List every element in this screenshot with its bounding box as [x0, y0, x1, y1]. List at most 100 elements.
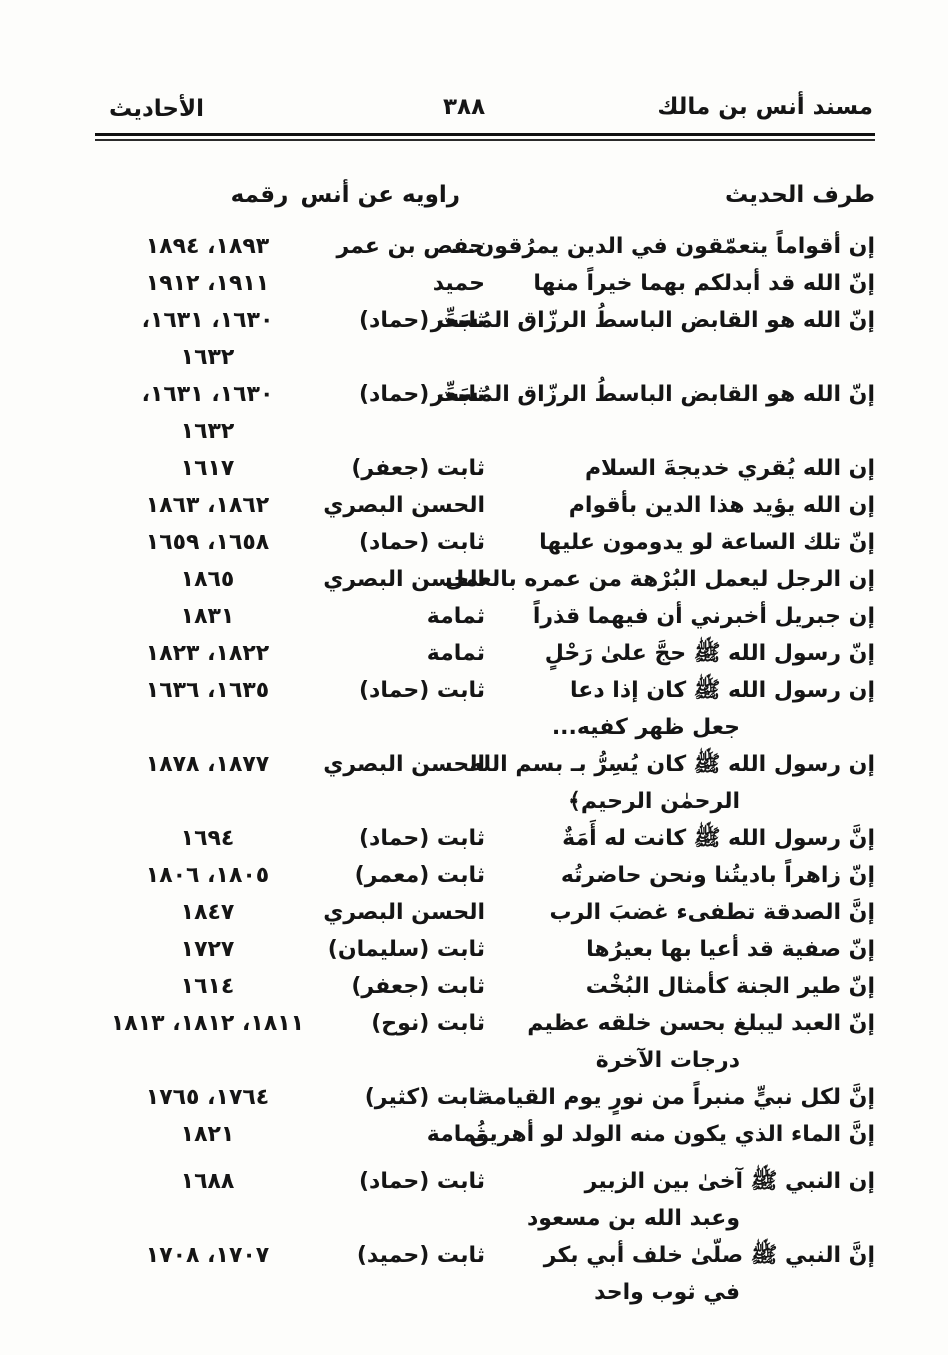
hadith-text: إنَّ النبي ﷺ صلّىٰ خلف أبي بكر في ثوب وا…	[543, 1243, 875, 1305]
hadith-numbers: ١٧٦٤، ١٧٦٥	[145, 1085, 270, 1110]
column-header-narrator-label: راويه عن أنس	[300, 182, 460, 208]
hadith-numbers: ١٨٩٣، ١٨٩٤	[145, 234, 270, 259]
hadith-text: إن الرجل ليعمل البُرْهة من عمره بالعمل	[445, 567, 875, 592]
hadith-text: إن رسول الله ﷺ كان إذا دعا جعل ظهر كفيه.…	[551, 678, 875, 740]
narrator-name: ثابت (سليمان)	[327, 937, 485, 962]
index-row: إن جبريل أخبرني أن فيهما قذراً ثمامة ١٨٣…	[95, 598, 875, 635]
index-row: إن الله يؤيد هذا الدين بأقوام الحسن البص…	[95, 487, 875, 524]
index-row: إنّ تلك الساعة لو يدومون عليها ثابت (حما…	[95, 524, 875, 561]
narrator-name: ثابت (جعفر)	[351, 456, 485, 481]
narrator-name: ثابت (حماد)	[359, 1169, 485, 1194]
book-title: مسند أنس بن مالك	[657, 94, 873, 120]
header-divider	[95, 133, 875, 141]
divider-line-bottom	[95, 139, 875, 141]
hadith-text: إنّ العبد ليبلغ بحسن خلقه عظيم درجات الآ…	[527, 1011, 875, 1073]
index-row: إنّ العبد ليبلغ بحسن خلقه عظيم درجات الآ…	[95, 1005, 875, 1079]
hadith-numbers: ١٦٨٨	[180, 1169, 235, 1194]
hadith-text: إنّ الله هو القابض الباسطُ الرزّاق المُس…	[430, 382, 875, 407]
hadith-text: إن النبي ﷺ آخىٰ بين الزبير وعبد الله بن …	[526, 1169, 875, 1231]
page-number: ٣٨٨	[443, 94, 486, 120]
index-row: إنَّ لكل نبيٍّ منبراً من نورٍ يوم القيام…	[95, 1079, 875, 1116]
hadith-text: إنَّ لكل نبيٍّ منبراً من نورٍ يوم القيام…	[479, 1085, 875, 1110]
hadith-numbers: ١٨٦٢، ١٨٦٣	[145, 493, 270, 518]
narrator-name: ثابت (حميد)	[356, 1243, 485, 1268]
narrator-name: ثابت (حماد)	[359, 530, 485, 555]
hadith-numbers: ١٦٣٥، ١٦٣٦	[145, 678, 270, 703]
hadith-numbers: ١٨٤٧	[180, 900, 235, 925]
hadith-text: إنَّ الصدقة تطفىء غضبَ الرب	[549, 900, 875, 925]
hadith-text: إنّ الله هو القابض الباسطُ الرزّاق المُس…	[430, 308, 875, 333]
hadith-text: إن أقواماً يتعمّقون في الدين يمرُقون...	[450, 234, 875, 259]
hadith-text: إنّ طير الجنة كأمثال البُخْت	[585, 974, 875, 999]
index-row: إنّ الله قد أبدلكم بهما خيراً منها حميد …	[95, 265, 875, 302]
hadith-index-table: إن أقواماً يتعمّقون في الدين يمرُقون... …	[95, 228, 875, 1311]
hadith-numbers: ١٨١١، ١٨١٢، ١٨١٣	[110, 1011, 305, 1036]
table-column-headers: طرف الحديث راويه عن أنس رقمه	[95, 178, 875, 212]
hadith-text: إن الله يؤيد هذا الدين بأقوام	[568, 493, 875, 518]
hadith-numbers: ١٧٢٧	[180, 937, 235, 962]
narrator-name: ثابت (حماد)	[359, 826, 485, 851]
divider-line-top	[95, 133, 875, 136]
hadith-text: إنّ رسول الله ﷺ حجَّ علىٰ رَحْلٍ	[544, 641, 875, 666]
index-row: إنّ زاهراً باديتُنا ونحن حاضرتُه ثابت (م…	[95, 857, 875, 894]
index-row: إنَّ الصدقة تطفىء غضبَ الرب الحسن البصري…	[95, 894, 875, 931]
hadith-numbers: ١٨٢٢، ١٨٢٣	[145, 641, 270, 666]
narrator-name: حفص بن عمر	[336, 234, 485, 259]
hadith-text: إن الله يُقري خديجةَ السلام	[584, 456, 875, 481]
narrator-name: حميد	[432, 271, 485, 296]
narrator-name: ثابت (نوح)	[371, 1011, 485, 1036]
section-title: الأحاديث	[109, 96, 205, 122]
narrator-name: ثابت (معمر)	[354, 863, 485, 888]
narrator-name: ثمامة	[426, 641, 485, 666]
index-row: إنّ صفية قد أعيا بها بعيرُها ثابت (سليما…	[95, 931, 875, 968]
narrator-name: ثابت (كثير)	[364, 1085, 485, 1110]
index-row: إنَّ النبي ﷺ صلّىٰ خلف أبي بكر في ثوب وا…	[95, 1237, 875, 1311]
column-header-hadith: طرف الحديث	[724, 182, 875, 208]
hadith-numbers: ١٦٣٠، ١٦٣١، ١٦٣٢	[141, 308, 274, 370]
hadith-text: إنَّ رسول الله ﷺ كانت له أَمَةٌ	[562, 826, 875, 851]
hadith-numbers: ١٨٦٥	[180, 567, 235, 592]
narrator-name: ثُمامة	[426, 1122, 485, 1147]
hadith-text: إنَّ الماء الذي يكون منه الولد لو أهريق	[469, 1122, 875, 1147]
index-row: إن رسول الله ﷺ كان يُسِرُّ بـ بسم الله ا…	[95, 746, 875, 820]
index-row: إن أقواماً يتعمّقون في الدين يمرُقون... …	[95, 228, 875, 265]
page-content: مسند أنس بن مالك ٣٨٨ الأحاديث طرف الحديث…	[95, 90, 875, 1311]
column-header-number: رقمه	[230, 182, 289, 208]
index-row: إنّ رسول الله ﷺ حجَّ علىٰ رَحْلٍ ثمامة ١…	[95, 635, 875, 672]
hadith-text: إنّ الله قد أبدلكم بهما خيراً منها	[533, 271, 875, 296]
index-row: إن الله يُقري خديجةَ السلام ثابت (جعفر) …	[95, 450, 875, 487]
hadith-text: إن رسول الله ﷺ كان يُسِرُّ بـ بسم الله ا…	[469, 752, 875, 814]
hadith-numbers: ١٨٢١	[180, 1122, 235, 1147]
narrator-name: ثابت (جعفر)	[351, 974, 485, 999]
narrator-name: ثابت (حماد)	[359, 382, 485, 407]
hadith-text: إنّ تلك الساعة لو يدومون عليها	[539, 530, 875, 555]
hadith-numbers: ١٦١٤	[180, 974, 235, 999]
hadith-numbers: ١٦١٧	[180, 456, 235, 481]
narrator-name: ثابت (حماد)	[359, 308, 485, 333]
narrator-name: الحسن البصري	[323, 493, 485, 518]
narrator-name: الحسن البصري	[323, 900, 485, 925]
index-row: إنّ الله هو القابض الباسطُ الرزّاق المُس…	[95, 302, 875, 376]
narrator-name: ثابت (حماد)	[359, 678, 485, 703]
hadith-numbers: ١٦٩٤	[180, 826, 235, 851]
hadith-text: إن جبريل أخبرني أن فيهما قذراً	[532, 604, 875, 629]
index-row: إنّ طير الجنة كأمثال البُخْت ثابت (جعفر)…	[95, 968, 875, 1005]
index-row: إنّ الله هو القابض الباسطُ الرزّاق المُس…	[95, 376, 875, 450]
hadith-numbers: ١٨٣١	[180, 604, 235, 629]
narrator-name: الحسن البصري	[323, 752, 485, 777]
hadith-numbers: ١٦٣٠، ١٦٣١، ١٦٣٢	[141, 382, 274, 444]
hadith-text: إنّ صفية قد أعيا بها بعيرُها	[586, 937, 875, 962]
hadith-text: إنّ زاهراً باديتُنا ونحن حاضرتُه	[560, 863, 875, 888]
index-row: إن النبي ﷺ آخىٰ بين الزبير وعبد الله بن …	[95, 1163, 875, 1237]
hadith-numbers: ١٨٧٧، ١٨٧٨	[145, 752, 270, 777]
narrator-name: الحسن البصري	[323, 567, 485, 592]
hadith-numbers: ١٨٠٥، ١٨٠٦	[145, 863, 270, 888]
index-row: إن رسول الله ﷺ كان إذا دعا جعل ظهر كفيه.…	[95, 672, 875, 746]
hadith-numbers: ١٧٠٧، ١٧٠٨	[145, 1243, 270, 1268]
index-row: إنَّ الماء الذي يكون منه الولد لو أهريق …	[95, 1116, 875, 1153]
hadith-numbers: ١٩١١، ١٩١٢	[145, 271, 270, 296]
index-row: إنَّ رسول الله ﷺ كانت له أَمَةٌ ثابت (حم…	[95, 820, 875, 857]
running-head: مسند أنس بن مالك ٣٨٨ الأحاديث	[95, 90, 875, 124]
narrator-name: ثمامة	[426, 604, 485, 629]
